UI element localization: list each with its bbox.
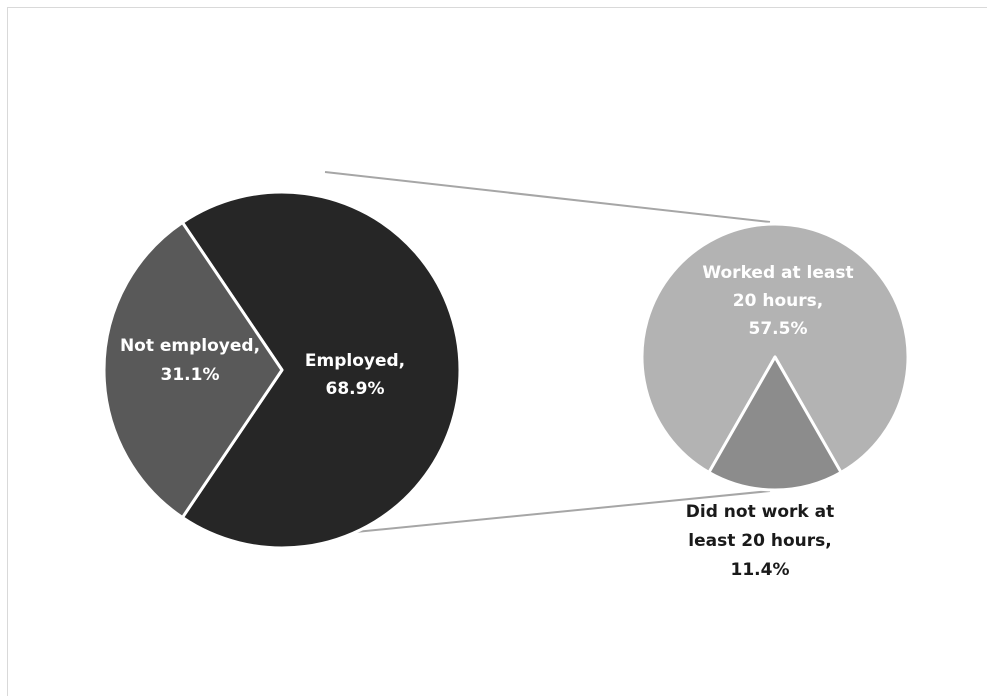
slice-did-not-work-at-least-20-hours [707,355,843,492]
slice-label-worked-20-line1: Worked at least [702,263,853,283]
slice-worked-at-least-20-hours [640,222,910,474]
slice-label-not-worked-20-line1: Did not work at [686,502,834,522]
connector-lines [324,171,771,536]
slice-label-worked-20-line2: 20 hours, [733,291,823,311]
slice-label-employed-name: Employed, [305,351,405,371]
slice-labels: Not employed, 31.1% Employed, 68.9% Work… [120,263,854,580]
slice-label-not-worked-20-value: 11.4% [731,560,790,580]
chart-frame [7,7,987,696]
slice-label-worked-20-value: 57.5% [749,319,808,339]
slice-employed [180,190,462,550]
secondary-pie [640,222,910,492]
connector-top [324,171,771,223]
slice-label-not-worked-20-line2: least 20 hours, [688,531,831,551]
slice-label-not-employed-name: Not employed, [120,336,260,356]
connector-bottom [324,490,771,536]
slice-not-employed [102,220,284,520]
slice-label-employed-value: 68.9% [326,379,385,399]
main-pie [102,190,462,550]
slice-label-not-employed-value: 31.1% [161,365,220,385]
